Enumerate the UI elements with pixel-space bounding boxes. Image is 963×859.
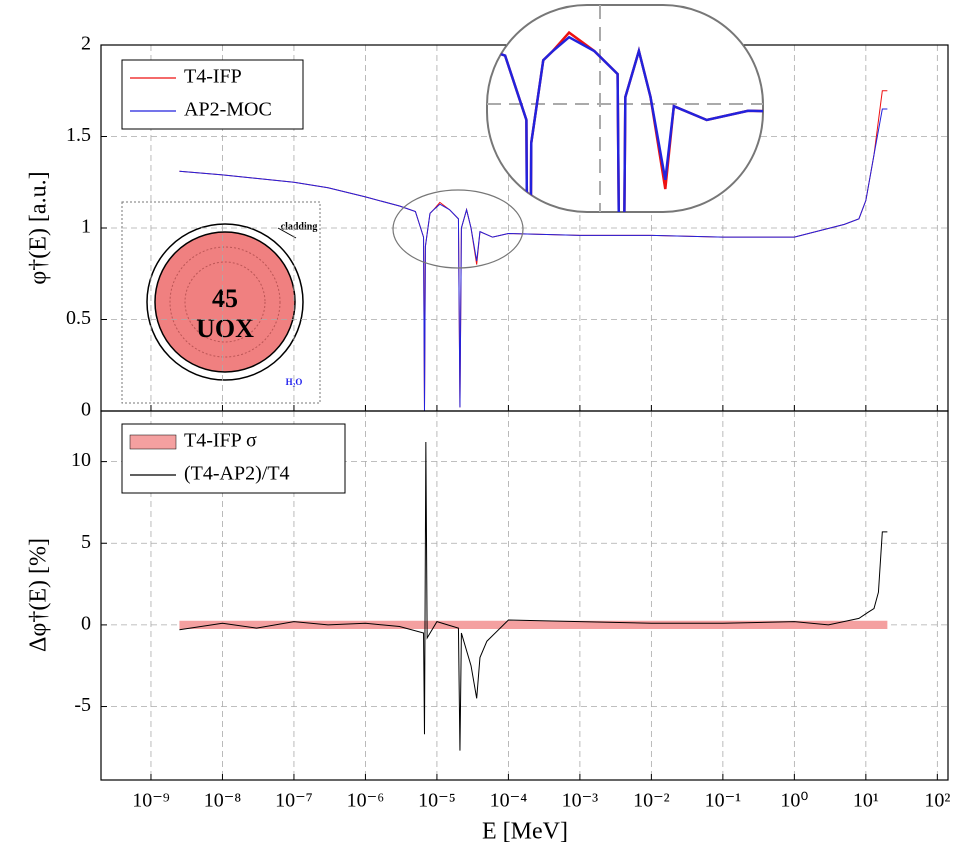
inset <box>487 5 763 212</box>
legend-label: T4-IFP σ <box>184 430 257 452</box>
legend-swatch <box>129 434 177 450</box>
y-tick-label: 1 <box>81 216 91 238</box>
y-axis-label: Δφ†(E) [%] <box>26 538 52 652</box>
x-tick-label: 10⁻⁹ <box>132 790 170 812</box>
inset-series-line <box>487 5 763 212</box>
series-line <box>179 442 888 751</box>
x-tick-label: 10⁻⁸ <box>204 790 242 812</box>
annotation: cladding <box>281 221 318 232</box>
zoom-region <box>392 189 524 269</box>
series-line <box>179 108 888 412</box>
legend-label: (T4-AP2)/T4 <box>184 463 290 485</box>
x-tick-label: 10⁻¹ <box>705 790 742 812</box>
x-tick-label: 10² <box>924 790 950 812</box>
y-tick-label: 10 <box>71 449 91 471</box>
x-tick-label: 10⁻⁵ <box>418 790 456 812</box>
x-axis-label: E [MeV] <box>482 819 568 845</box>
legend-box <box>121 59 304 130</box>
y-tick-label: 0 <box>81 612 91 634</box>
x-tick-label: 10⁰ <box>780 790 808 812</box>
y-tick-label: -5 <box>74 694 91 716</box>
y-tick-label: 0.5 <box>66 307 91 329</box>
x-tick-label: 10⁻⁴ <box>490 790 528 812</box>
x-tick-label: 10¹ <box>853 790 879 812</box>
y-tick-label: 2 <box>81 33 91 55</box>
plot-frame <box>100 410 949 781</box>
legend-label: T4-IFP <box>184 66 242 88</box>
y-tick-label: 0 <box>81 399 91 421</box>
x-tick-label: 10⁻² <box>633 790 670 812</box>
y-axis-label: φ†(E) [a.u.] <box>26 171 52 284</box>
legend-label: AP2-MOC <box>184 99 272 121</box>
x-tick-label: 10⁻³ <box>562 790 599 812</box>
x-tick-label: 10⁻⁷ <box>275 790 313 812</box>
annotation: 45 <box>212 284 238 313</box>
x-tick-label: 10⁻⁶ <box>347 790 385 812</box>
y-tick-label: 1.5 <box>66 124 91 146</box>
annotation: UOX <box>196 314 254 343</box>
pin-cell <box>121 201 321 404</box>
y-tick-label: 5 <box>81 531 91 553</box>
annotation: H₂O <box>286 377 303 387</box>
